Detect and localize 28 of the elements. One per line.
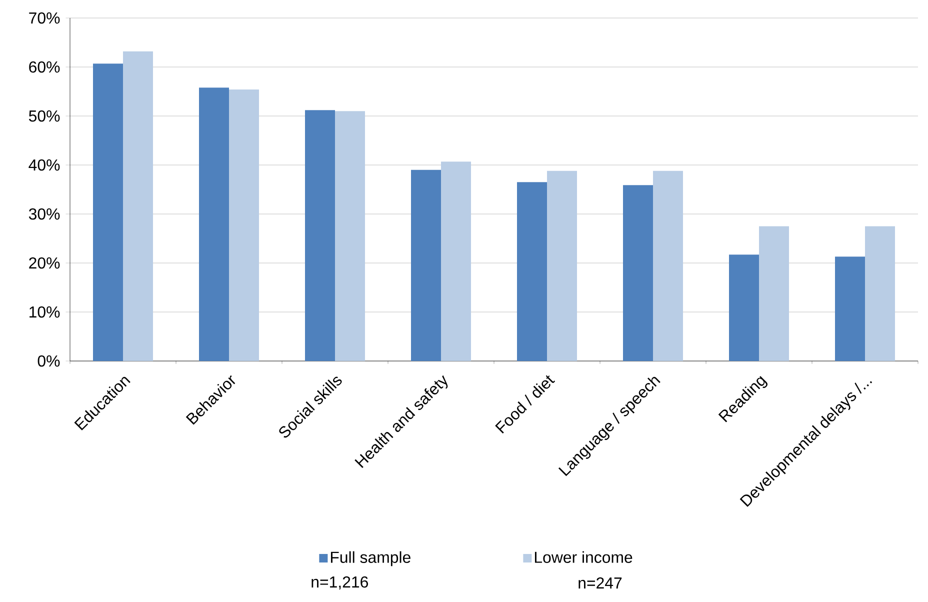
bar bbox=[547, 170, 578, 361]
bar bbox=[93, 64, 123, 361]
bar bbox=[835, 256, 866, 361]
y-tick-label: 70% bbox=[29, 12, 60, 24]
y-tick-label: 30% bbox=[28, 208, 60, 220]
y-tick-label: 40% bbox=[28, 159, 60, 171]
bar bbox=[729, 254, 760, 361]
legend-label: Full sample bbox=[330, 551, 410, 566]
bar bbox=[865, 226, 896, 361]
bar bbox=[305, 110, 335, 361]
bar bbox=[759, 226, 790, 361]
y-tick-label: 0% bbox=[38, 355, 60, 367]
bar bbox=[623, 185, 653, 361]
y-tick-label: 10% bbox=[30, 306, 60, 318]
text: n=1,216 bbox=[312, 576, 368, 590]
y-tick-label: 50% bbox=[28, 110, 60, 122]
text: n=247 bbox=[578, 577, 622, 588]
y-tick-label: 20% bbox=[29, 257, 60, 269]
bar bbox=[441, 162, 471, 361]
bar bbox=[653, 170, 684, 361]
y-tick-label: 60% bbox=[29, 61, 60, 73]
bar bbox=[199, 88, 229, 361]
bar bbox=[411, 170, 441, 361]
legend-label: Lower income bbox=[534, 551, 632, 563]
bar bbox=[335, 111, 365, 361]
bar bbox=[517, 182, 547, 361]
bar bbox=[229, 90, 259, 361]
bar bbox=[123, 51, 153, 361]
